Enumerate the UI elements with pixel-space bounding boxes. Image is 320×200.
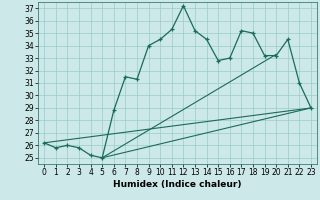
X-axis label: Humidex (Indice chaleur): Humidex (Indice chaleur): [113, 180, 242, 189]
